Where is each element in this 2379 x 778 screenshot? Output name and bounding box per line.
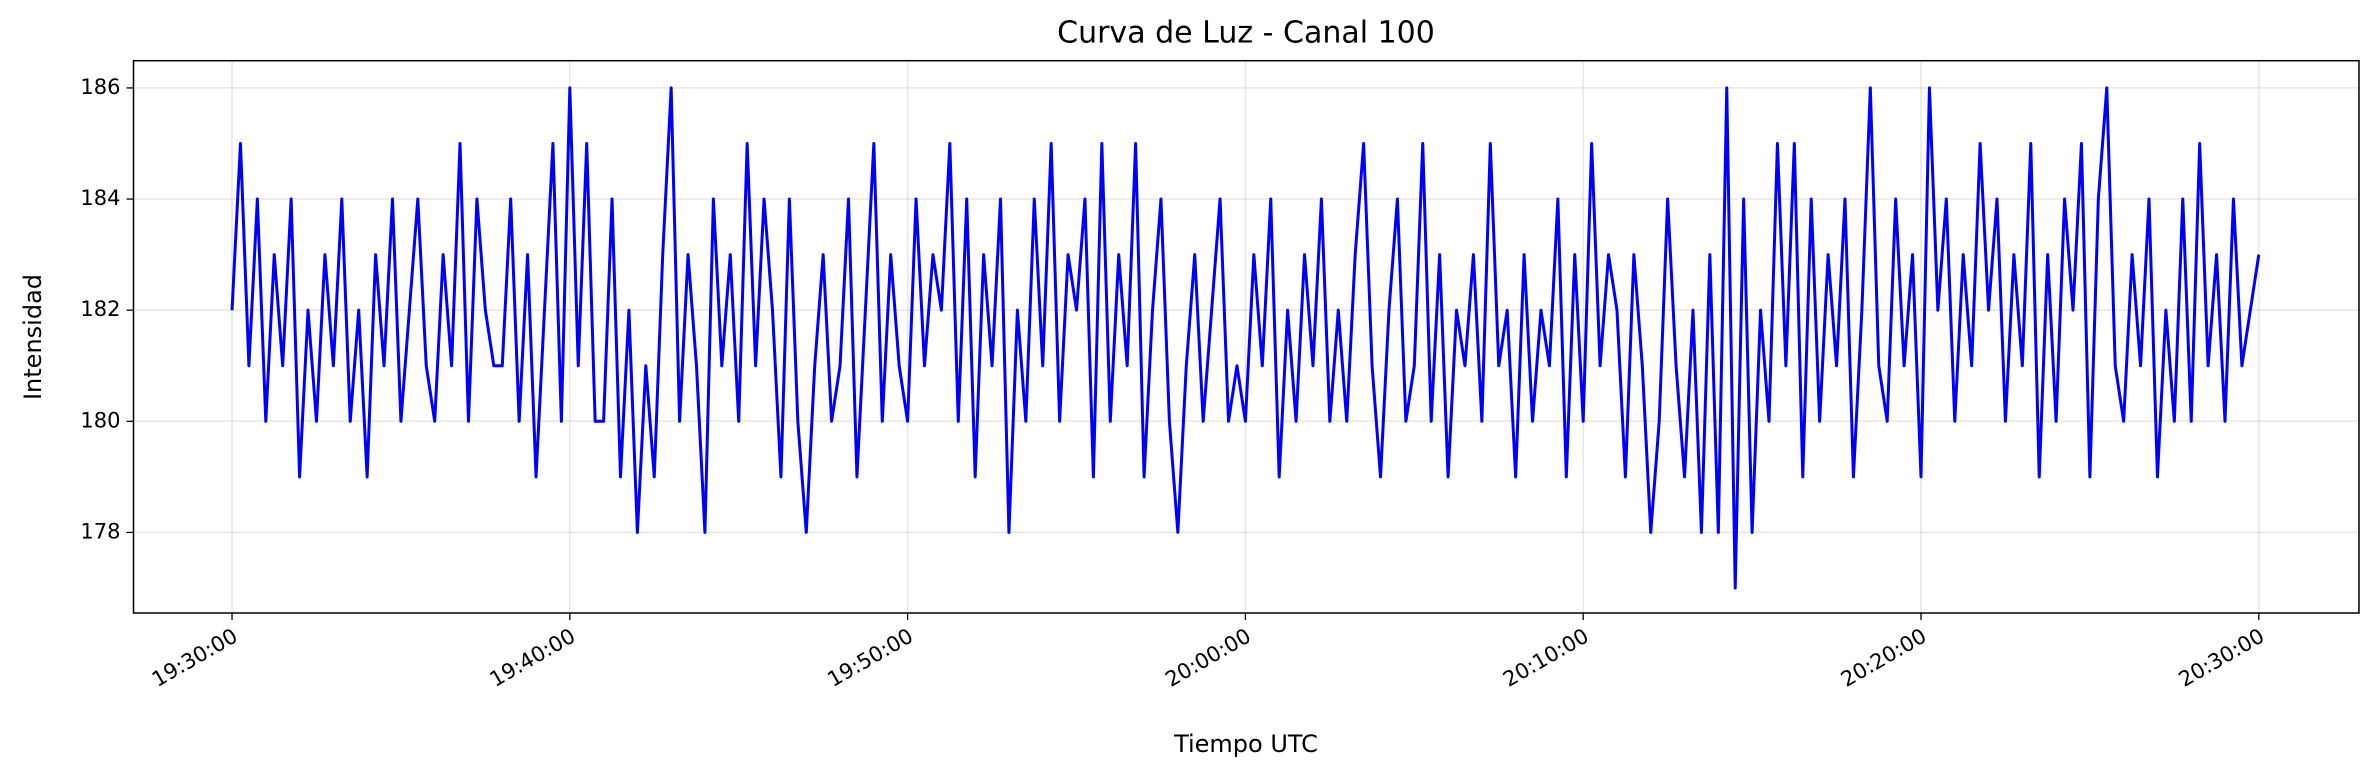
data-line — [230, 86, 2261, 590]
y-tick-label: 178 — [80, 519, 120, 543]
x-axis-label: Tiempo UTC — [1173, 730, 1318, 758]
y-tick-label: 182 — [80, 297, 120, 321]
chart-title: Curva de Luz - Canal 100 — [1057, 16, 1435, 51]
plot-frame — [132, 59, 2360, 614]
y-tick-label: 184 — [80, 186, 120, 210]
y-tick-label: 186 — [80, 75, 120, 99]
y-tick-label: 180 — [80, 408, 120, 432]
y-axis-label: Intensidad — [19, 274, 47, 400]
